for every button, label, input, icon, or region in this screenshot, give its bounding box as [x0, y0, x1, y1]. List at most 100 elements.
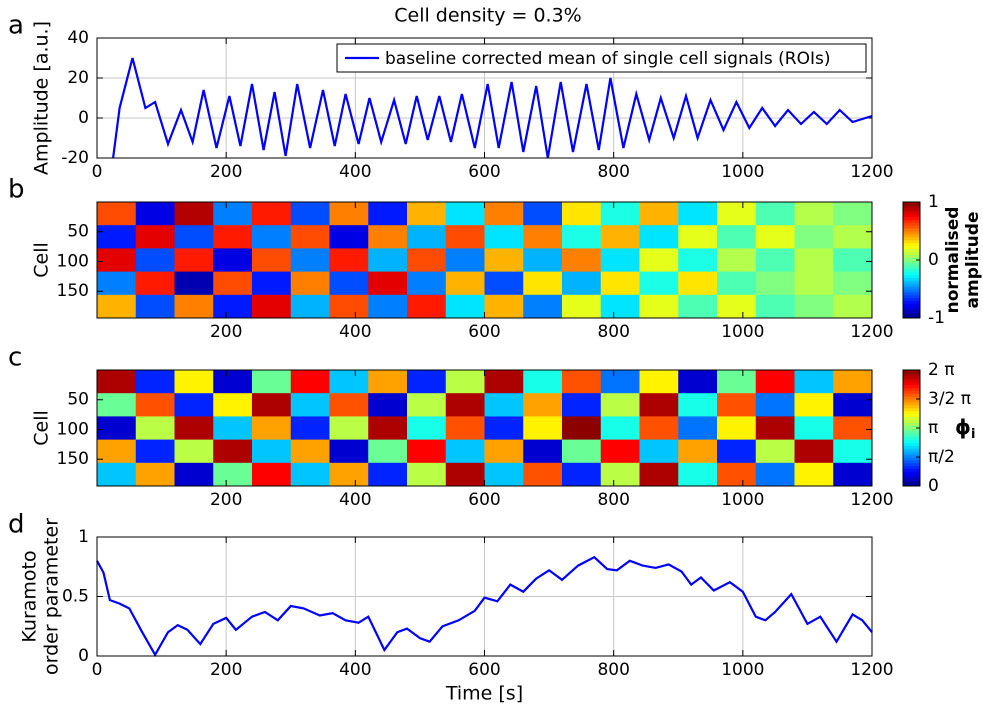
heatmap-cell: [329, 393, 369, 417]
heatmap-cell: [562, 294, 602, 319]
y-tick-label: 1: [78, 527, 89, 547]
colorbar-swatch: [903, 236, 920, 241]
heatmap-cell: [213, 462, 253, 487]
heatmap-cell: [833, 416, 873, 441]
heatmap-cell: [755, 370, 795, 394]
y-tick-label: 150: [57, 449, 89, 469]
heatmap-cell: [794, 271, 834, 296]
colorbar-swatch: [903, 309, 920, 313]
colorbar-tick-label: 3/2 π: [928, 389, 971, 409]
heatmap-cell: [213, 393, 253, 417]
colorbar-swatch: [903, 433, 920, 438]
heatmap-cell: [833, 462, 873, 487]
heatmap-cell: [445, 393, 485, 417]
heatmap-cell: [407, 248, 447, 273]
y-tick-label: 50: [67, 222, 89, 242]
plot-frame: [96, 536, 873, 657]
x-tick-label: 200: [210, 162, 242, 182]
colorbar-swatch: [903, 387, 920, 391]
panel-label: b: [8, 175, 25, 205]
heatmap-cell: [600, 393, 640, 417]
x-tick-label: 800: [597, 162, 629, 182]
colorbar-swatch: [903, 312, 920, 316]
heatmap-cell: [833, 393, 873, 417]
heatmap-cell: [329, 462, 369, 487]
colorbar-swatch: [903, 442, 920, 446]
heatmap-cell: [484, 271, 524, 296]
x-tick-label: 600: [468, 322, 500, 342]
heatmap-cell: [717, 248, 757, 273]
heatmap-cell: [290, 393, 330, 417]
colorbar-label: normalised: [943, 207, 963, 314]
heatmap-cell: [794, 439, 834, 464]
x-tick-label: 200: [210, 490, 242, 510]
heatmap-cell: [290, 416, 330, 441]
heatmap-cell: [639, 370, 679, 394]
colorbar-swatch: [903, 297, 920, 302]
colorbar-swatch: [903, 462, 920, 467]
heatmap-cell: [523, 202, 563, 226]
heatmap-cell: [794, 202, 834, 226]
colorbar-swatch: [903, 286, 920, 290]
colorbar-label-symbol: ϕ: [955, 415, 971, 439]
heatmap-cell: [717, 416, 757, 441]
heatmap-cell: [484, 248, 524, 273]
heatmap-cell: [252, 439, 292, 464]
heatmap-cell: [562, 271, 602, 296]
x-tick-label: 200: [210, 660, 242, 680]
heatmap-cell: [562, 393, 602, 417]
heatmap-cell: [290, 370, 330, 394]
heatmap-cell: [600, 462, 640, 487]
colorbar-swatch: [903, 381, 920, 385]
heatmap-cell: [290, 202, 330, 226]
colorbar-swatch: [903, 407, 920, 412]
heatmap-cell: [252, 225, 292, 249]
heatmap-cell: [407, 202, 447, 226]
colorbar-swatch: [903, 289, 920, 293]
heatmap-cell: [833, 271, 873, 296]
heatmap-cell: [290, 294, 330, 319]
colorbar-swatch: [903, 430, 920, 435]
colorbar-swatch: [903, 219, 920, 223]
colorbar-swatch: [903, 413, 920, 417]
heatmap-cell: [329, 416, 369, 441]
heatmap-cell: [252, 248, 292, 273]
heatmap-cell: [97, 248, 137, 273]
heatmap-cell: [135, 370, 175, 394]
heatmap-cell: [523, 439, 563, 464]
heatmap-cell: [484, 370, 524, 394]
heatmap-cell: [639, 225, 679, 249]
heatmap-cell: [135, 439, 175, 464]
x-tick-label: 400: [339, 322, 371, 342]
heatmap-cell: [600, 294, 640, 319]
heatmap-cell: [678, 248, 718, 273]
y-tick-label: 50: [67, 390, 89, 410]
colorbar-swatch: [903, 480, 920, 484]
heatmap-cell: [523, 370, 563, 394]
heatmap-cell: [252, 271, 292, 296]
heatmap-cell: [174, 271, 214, 296]
heatmap-cell: [252, 294, 292, 319]
x-tick-label: 600: [468, 490, 500, 510]
heatmap-cell: [562, 248, 602, 273]
heatmap-cell: [407, 393, 447, 417]
legend-label: baseline corrected mean of single cell s…: [385, 49, 830, 69]
heatmap-cell: [213, 271, 253, 296]
colorbar-swatch: [903, 248, 920, 252]
heatmap-cell: [135, 202, 175, 226]
y-axis-label: Amplitude [a.u.]: [31, 21, 53, 175]
colorbar-swatch: [903, 483, 920, 487]
colorbar-swatch: [903, 465, 920, 470]
heatmap-cell: [523, 248, 563, 273]
colorbar-swatch: [903, 268, 920, 273]
colorbar-swatch: [903, 378, 920, 383]
heatmap-cell: [290, 248, 330, 273]
x-tick-label: 0: [92, 162, 103, 182]
colorbar-tick-label: 1: [928, 192, 939, 212]
y-axis-label: order parameter: [41, 518, 63, 675]
heatmap-cell: [523, 462, 563, 487]
heatmap-cell: [407, 439, 447, 464]
heatmap-cell: [97, 439, 137, 464]
heatmap-cell: [368, 393, 408, 417]
heatmap-cell: [213, 225, 253, 249]
